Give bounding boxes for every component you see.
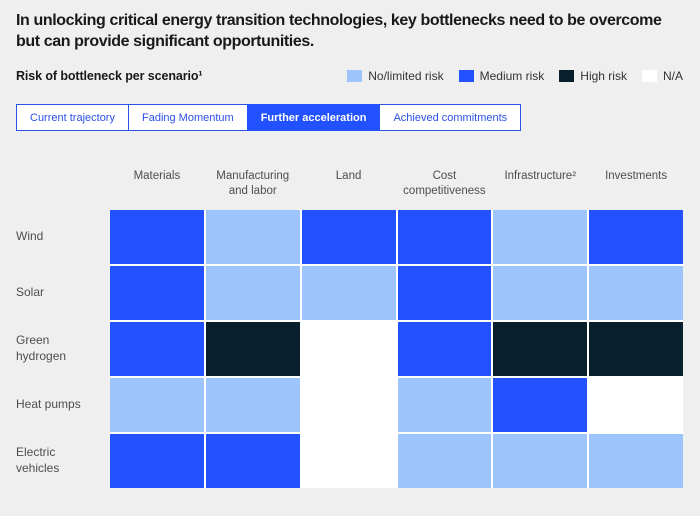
subtitle-row: Risk of bottleneck per scenario¹ No/limi… [16,69,683,83]
risk-cell-green-hydrogen-land [301,322,396,376]
risk-legend: No/limited risk Medium risk High risk N/A [347,69,683,83]
risk-cell-solar-cost-competitiveness [397,266,492,320]
row-label-green-hydrogen: Green hydrogen [16,333,67,363]
chart-subtitle: Risk of bottleneck per scenario¹ [16,69,203,83]
column-header-land: Land [335,170,362,182]
na-swatch-icon [641,70,657,82]
risk-cell-green-hydrogen-cost-competitiveness [397,322,492,376]
row-labels: Wind Solar Green hydrogen Heat pumps Electri… [16,210,110,488]
legend-label: N/A [662,69,683,83]
row-label-solar: Solar [16,285,45,300]
legend-item-na: N/A [641,69,683,83]
risk-cell-green-hydrogen-infrastructure [493,322,588,376]
column-header-manufacturing-and-labor: Manufacturing and labor [216,170,290,197]
risk-cell-wind-cost-competitiveness [397,210,492,264]
page-title: In unlocking critical energy transition … [16,12,662,50]
risk-cell-wind-infrastructure [493,210,588,264]
row-label-wind: Wind [16,229,44,244]
column-headers: Materials Manufacturing and labor Land Cost… [110,169,683,201]
exhibit-card: In unlocking critical energy transition … [16,12,683,488]
scenario-tabs: Current trajectory Fading Momentum Further… [16,104,683,131]
risk-heatmap: Wind Solar Green hydrogen Heat pumps Electri… [16,210,683,488]
risk-cell-green-hydrogen-manufacturing-and-labor [205,322,300,376]
column-header-infrastructure: Infrastructure² [504,170,577,182]
row-label-heat-pumps: Heat pumps [16,397,81,412]
legend-label: No/limited risk [368,69,444,83]
tab-achieved-commitments[interactable]: Achieved commitments [379,104,522,131]
high-swatch-icon [559,70,575,82]
tab-fading-momentum[interactable]: Fading Momentum [127,104,248,131]
risk-cell-green-hydrogen-materials [110,322,204,376]
column-header-investments: Investments [605,170,668,182]
medium-swatch-icon [458,70,474,82]
risk-cell-electric-vehicles-manufacturing-and-labor [205,434,300,488]
risk-cell-solar-materials [110,266,204,320]
risk-cell-wind-land [301,210,396,264]
risk-cell-electric-vehicles-materials [110,434,204,488]
risk-cell-heat-pumps-manufacturing-and-labor [205,378,300,432]
risk-cell-solar-investments [589,266,683,320]
risk-cell-heat-pumps-land [301,378,396,432]
risk-cell-heat-pumps-infrastructure [493,378,588,432]
risk-cell-electric-vehicles-cost-competitiveness [397,434,492,488]
legend-label: High risk [580,69,627,83]
no_limited-swatch-icon [347,70,363,82]
risk-cell-electric-vehicles-land [301,434,396,488]
heatmap-grid [110,210,683,488]
risk-cell-wind-materials [110,210,204,264]
risk-cell-solar-land [301,266,396,320]
legend-item-high: High risk [559,69,627,83]
legend-item-medium: Medium risk [458,69,545,83]
risk-cell-heat-pumps-cost-competitiveness [397,378,492,432]
risk-cell-solar-infrastructure [493,266,588,320]
risk-cell-wind-manufacturing-and-labor [205,210,300,264]
risk-cell-electric-vehicles-infrastructure [493,434,588,488]
risk-cell-heat-pumps-investments [589,378,683,432]
tab-further-acceleration[interactable]: Further acceleration [246,104,381,131]
column-header-materials: Materials [133,170,181,182]
risk-cell-wind-investments [589,210,683,264]
risk-cell-solar-manufacturing-and-labor [205,266,300,320]
legend-item-no_limited: No/limited risk [347,69,444,83]
risk-cell-green-hydrogen-investments [589,322,683,376]
risk-cell-electric-vehicles-investments [589,434,683,488]
legend-label: Medium risk [479,69,545,83]
row-label-electric-vehicles: Electric vehicles [16,445,60,475]
tab-current-trajectory[interactable]: Current trajectory [16,104,129,131]
risk-cell-heat-pumps-materials [110,378,204,432]
column-header-cost-competitiveness: Cost competitiveness [403,170,486,197]
